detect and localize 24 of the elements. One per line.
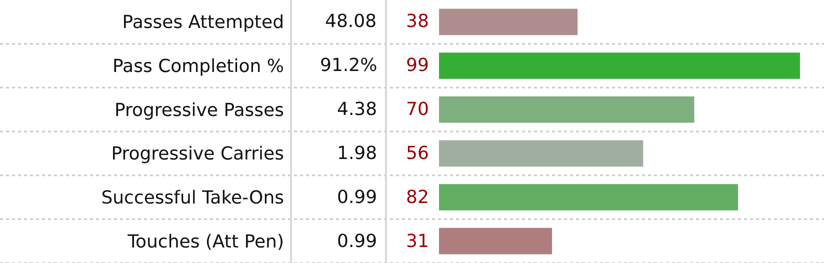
data-label: 82	[406, 187, 429, 208]
data-label: 70	[406, 99, 429, 120]
text: 4.38	[337, 99, 378, 120]
data-label: 99	[406, 55, 429, 76]
y-tick-label: Progressive Carries	[111, 144, 284, 165]
bar	[439, 184, 738, 210]
bar	[439, 228, 552, 254]
y-tick-label: Touches (Att Pen)	[126, 231, 284, 252]
bar	[439, 8, 578, 36]
data-label: 31	[406, 231, 429, 252]
text: 48.08	[325, 11, 377, 32]
text: 91.2%	[320, 55, 378, 76]
text: 0.99	[337, 231, 378, 252]
y-tick-label: Successful Take-Ons	[101, 188, 284, 209]
bar	[439, 52, 800, 79]
y-tick-label: Pass Completion %	[112, 56, 284, 78]
bar	[439, 96, 694, 123]
text: 0.99	[337, 187, 378, 208]
bar	[439, 140, 644, 167]
text: 1.98	[337, 143, 378, 164]
data-label: 56	[406, 143, 429, 164]
y-tick-label: Passes Attempted	[122, 12, 284, 34]
y-tick-label: Progressive Passes	[114, 100, 284, 121]
data-label: 38	[406, 11, 429, 32]
